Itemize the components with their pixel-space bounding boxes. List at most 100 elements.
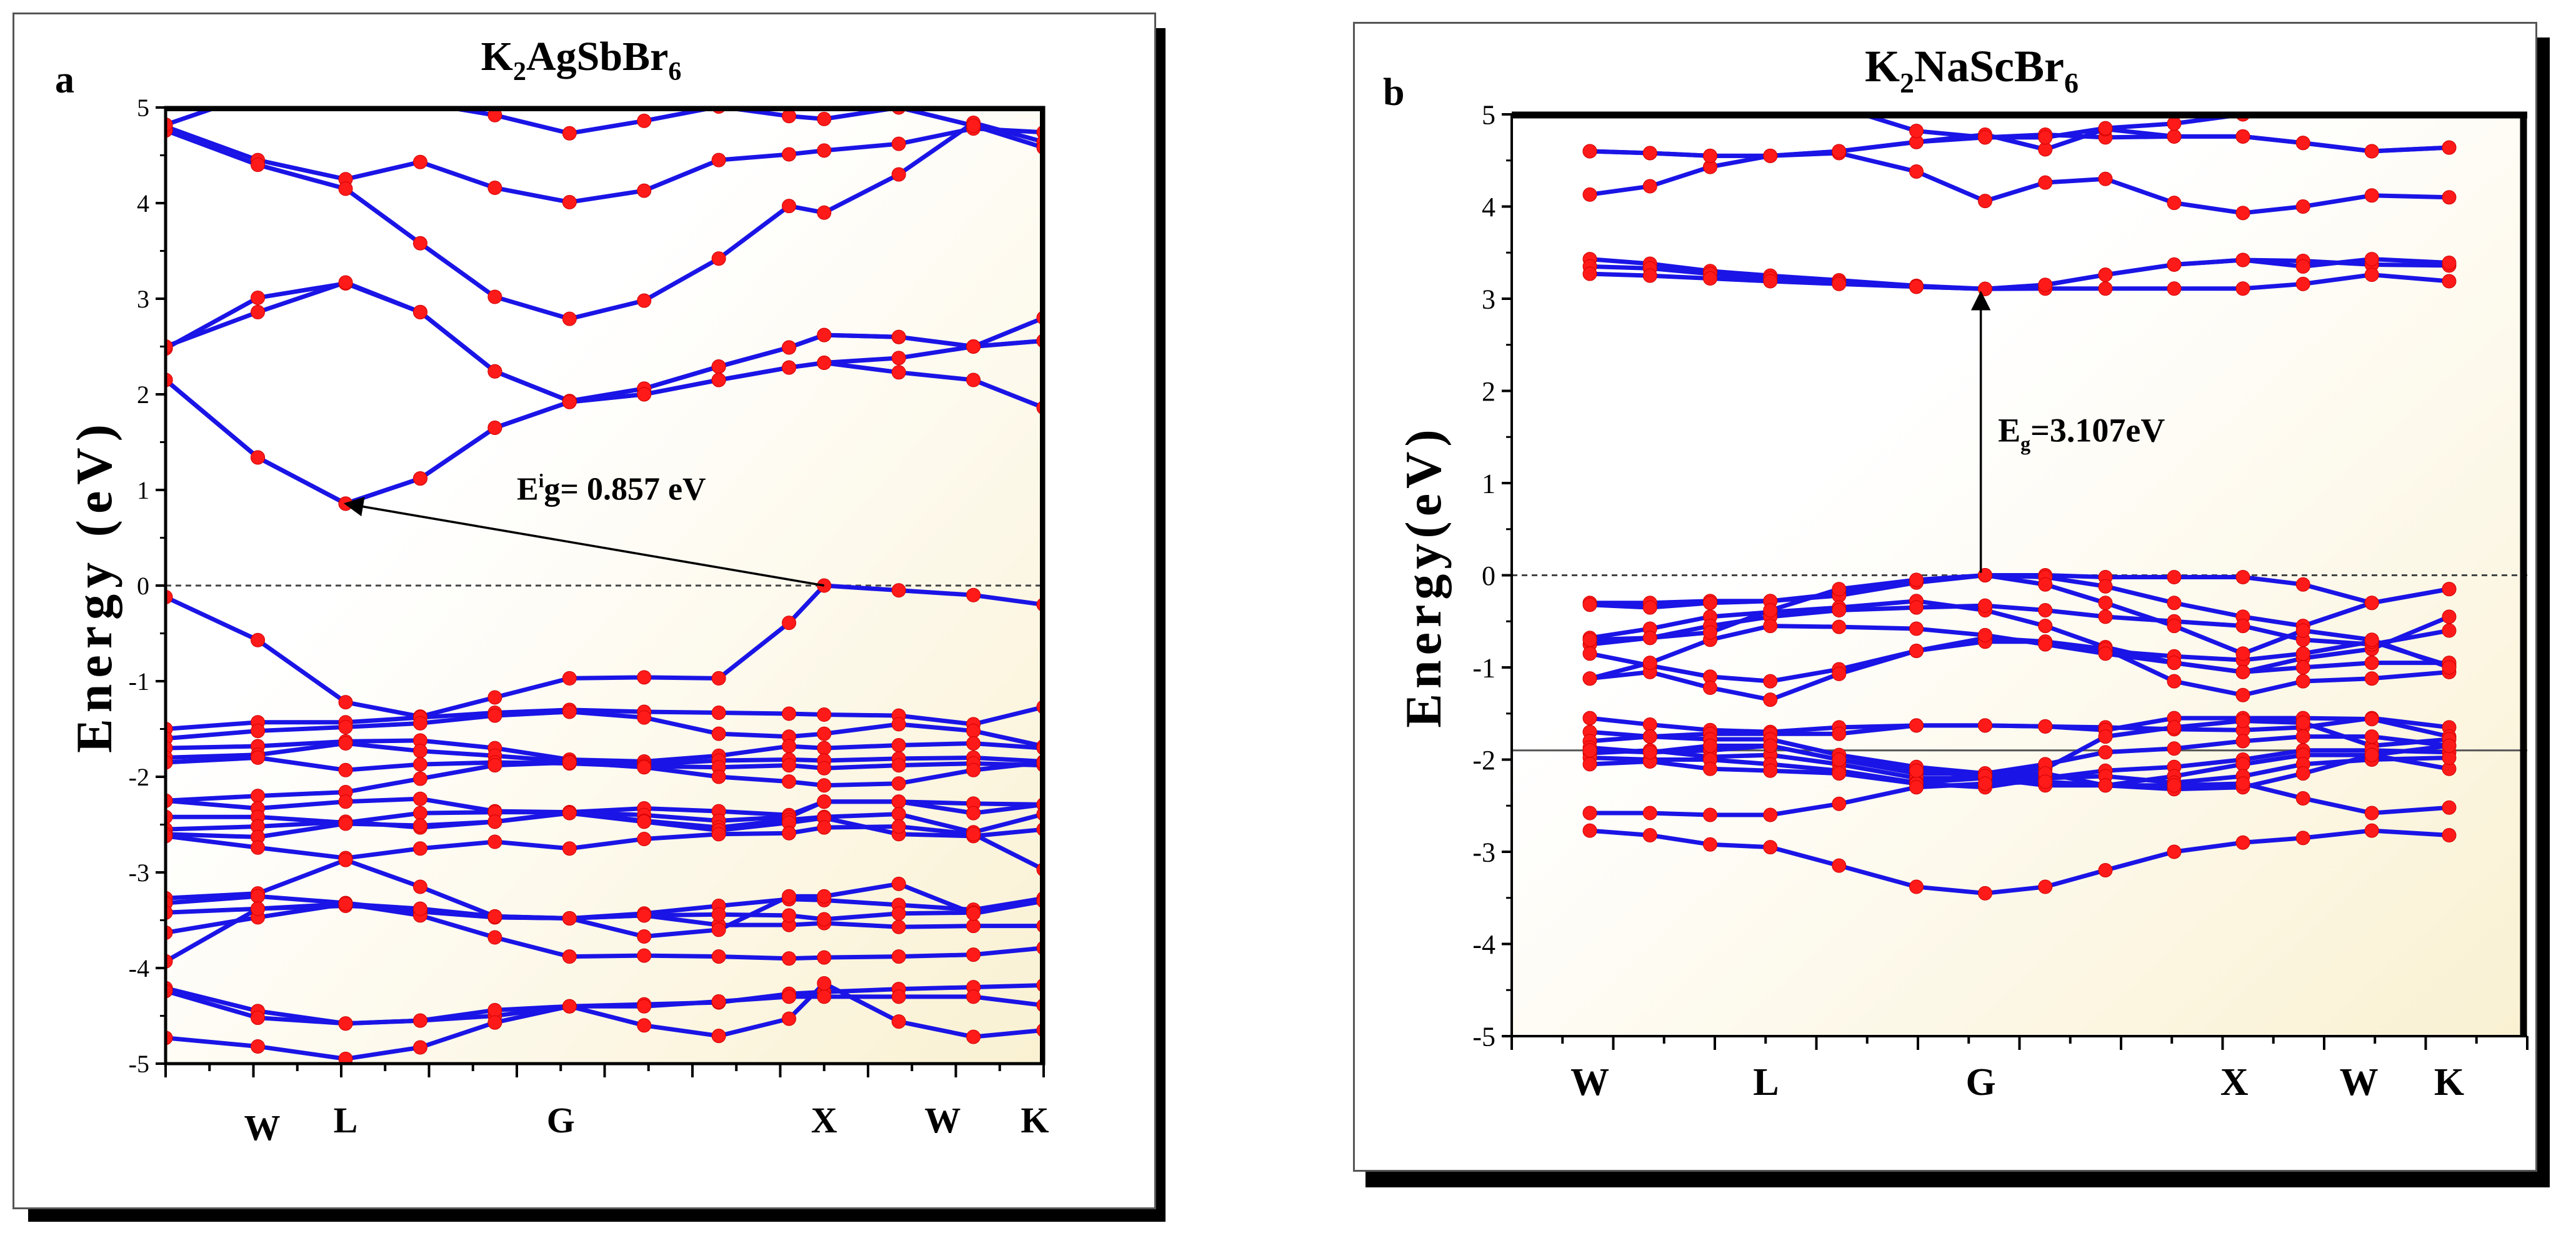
y-tick-label: -4 bbox=[1472, 929, 1495, 960]
band-point bbox=[782, 952, 796, 966]
band-point bbox=[1704, 149, 1717, 162]
band-point bbox=[2099, 746, 2112, 759]
band-point bbox=[1583, 806, 1597, 820]
band-point bbox=[2167, 779, 2181, 792]
band-point bbox=[2167, 721, 2181, 734]
y-tick-label: 4 bbox=[137, 189, 149, 217]
band-point bbox=[1910, 644, 1924, 657]
band-point bbox=[1910, 622, 1924, 636]
band-point bbox=[413, 772, 427, 786]
band-point bbox=[1704, 808, 1717, 822]
band-point bbox=[2365, 633, 2379, 647]
band-point bbox=[2296, 716, 2310, 730]
band-point bbox=[1643, 601, 1657, 614]
band-point bbox=[1643, 656, 1657, 670]
band-point bbox=[488, 931, 502, 944]
band-point bbox=[1979, 777, 1992, 791]
band-point bbox=[637, 184, 651, 197]
band-point bbox=[562, 911, 576, 925]
band-point bbox=[1910, 164, 1924, 178]
band-point bbox=[817, 779, 831, 792]
band-point bbox=[2296, 136, 2310, 150]
band-point bbox=[2296, 98, 2310, 112]
panel-a: a K2AgSbBr6 Energy (eV) 5 4 3 2 1 0 -1 -2 -3 -4 -5… bbox=[0, 0, 1187, 1233]
y-tick-label: 0 bbox=[137, 572, 149, 600]
band-point bbox=[339, 795, 352, 809]
band-point bbox=[782, 147, 796, 161]
band-point bbox=[562, 195, 576, 209]
band-point bbox=[488, 909, 502, 923]
band-point bbox=[2236, 282, 2250, 296]
band-point bbox=[637, 671, 651, 684]
band-point bbox=[413, 792, 427, 806]
band-point bbox=[488, 1016, 502, 1029]
band-point bbox=[1764, 693, 1777, 707]
band-point bbox=[967, 948, 981, 962]
band-point bbox=[712, 727, 726, 741]
band-point bbox=[817, 112, 831, 126]
band-point bbox=[637, 294, 651, 307]
band-structure-chart-b: b K2NaScBr6 Energy(eV) 543210-1-2-3-4-5W… bbox=[1337, 0, 2576, 1233]
band-point bbox=[1583, 757, 1597, 771]
band-point bbox=[712, 252, 726, 266]
band-point bbox=[339, 81, 352, 95]
band-point bbox=[1910, 764, 1924, 777]
band-point bbox=[2442, 274, 2456, 288]
y-tick-label: 1 bbox=[137, 476, 149, 504]
band-point bbox=[2365, 189, 2379, 202]
band-point bbox=[1643, 828, 1657, 842]
band-point bbox=[562, 126, 576, 140]
y-tick-label: 1 bbox=[1482, 468, 1495, 499]
band-point bbox=[782, 739, 796, 753]
band-point bbox=[892, 907, 906, 921]
band-point bbox=[488, 815, 502, 829]
band-point bbox=[637, 949, 651, 962]
band-point bbox=[712, 360, 726, 374]
band-point bbox=[892, 167, 906, 181]
band-point bbox=[413, 757, 427, 771]
y-tick-label: 2 bbox=[137, 381, 149, 409]
band-point bbox=[1764, 619, 1777, 633]
band-point bbox=[2365, 748, 2379, 762]
band-point bbox=[1979, 719, 1992, 732]
band-point bbox=[413, 880, 427, 894]
band-point bbox=[1832, 859, 1846, 872]
band-point bbox=[251, 751, 265, 764]
band-point bbox=[1583, 598, 1597, 612]
band-point bbox=[339, 897, 352, 911]
band-point bbox=[967, 919, 981, 933]
band-point bbox=[1910, 124, 1924, 138]
band-point bbox=[637, 909, 651, 922]
x-tick-label: X bbox=[2220, 1061, 2249, 1104]
band-point bbox=[1764, 764, 1777, 777]
band-point bbox=[817, 976, 831, 990]
band-point bbox=[1832, 767, 1846, 781]
band-point bbox=[637, 761, 651, 774]
y-tick-label: -5 bbox=[129, 1050, 149, 1078]
band-point bbox=[2365, 824, 2379, 837]
band-point bbox=[817, 889, 831, 903]
band-point bbox=[2099, 864, 2112, 877]
band-point bbox=[488, 1003, 502, 1017]
band-point bbox=[967, 990, 981, 1004]
band-point bbox=[637, 1019, 651, 1032]
band-point bbox=[1704, 80, 1717, 94]
band-point bbox=[637, 930, 651, 944]
band-point bbox=[892, 739, 906, 752]
band-point bbox=[817, 328, 831, 342]
band-point bbox=[562, 395, 576, 409]
band-point bbox=[1643, 631, 1657, 645]
band-point bbox=[1643, 269, 1657, 282]
band-point bbox=[251, 841, 265, 854]
band-point bbox=[251, 86, 265, 100]
y-tick-label: 2 bbox=[1482, 376, 1495, 407]
x-tick-label: W bbox=[244, 1107, 281, 1148]
band-point bbox=[2236, 836, 2250, 849]
band-point bbox=[2296, 661, 2310, 674]
band-point bbox=[2236, 206, 2250, 220]
band-point bbox=[892, 820, 906, 834]
band-point bbox=[413, 472, 427, 486]
band-point bbox=[1979, 194, 1992, 208]
band-point bbox=[2099, 172, 2112, 186]
band-point bbox=[817, 741, 831, 755]
